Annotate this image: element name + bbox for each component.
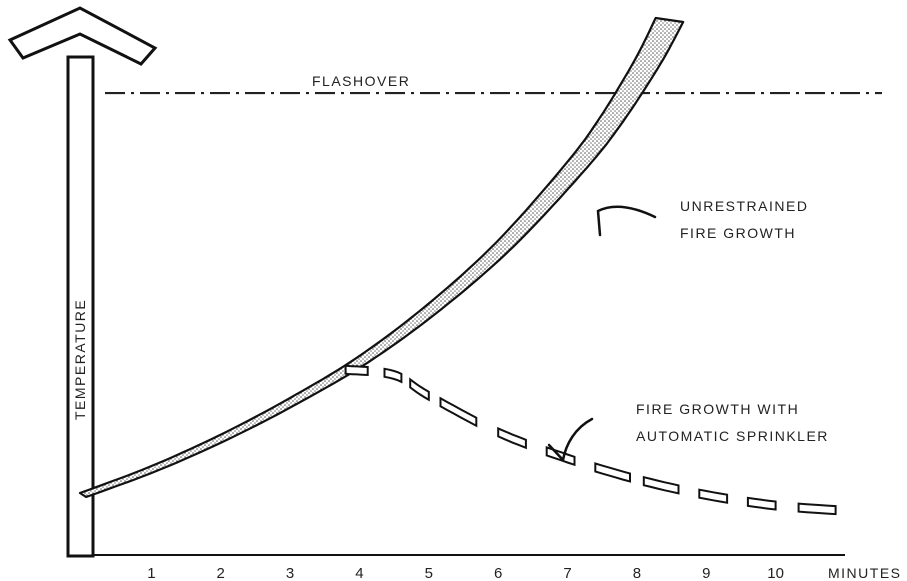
sprinkler-fire-growth-dash (439, 396, 478, 428)
sprinkler-fire-growth-dash (344, 364, 369, 377)
x-axis-label: MINUTES (828, 565, 902, 581)
x-tick-label: 5 (425, 565, 433, 581)
sprinkler-fire-growth-dash (409, 377, 430, 402)
x-tick-label: 7 (563, 565, 571, 581)
annotation-unrestrained-arrow-icon (596, 205, 657, 237)
x-tick-label: 4 (355, 565, 363, 581)
annotation-sprinkler-arrow-icon (547, 417, 594, 462)
x-tick-label: 3 (286, 565, 294, 581)
annotation-sprinkler-line-1: FIRE GROWTH WITH (636, 401, 799, 417)
flashover-label: FLASHOVER (312, 73, 410, 89)
x-tick-labels: 1 2 3 4 5 6 7 8 9 10 (147, 565, 784, 581)
y-axis-arrow-icon (7, 6, 158, 66)
sprinkler-fire-growth-dash (497, 426, 527, 450)
annotation-sprinkler-line-2: AUTOMATIC SPRINKLER (636, 428, 829, 444)
sprinkler-fire-growth-dash (797, 502, 837, 516)
unrestrained-fire-growth-band (78, 16, 685, 499)
x-tick-label: 8 (633, 565, 641, 581)
annotation-unrestrained: UNRESTRAINED FIRE GROWTH (596, 198, 808, 241)
sprinkler-fire-growth-dash (594, 462, 631, 483)
sprinkler-fire-growth-dash (698, 488, 729, 504)
y-axis: TEMPERATURE (7, 6, 158, 558)
x-tick-label: 10 (767, 565, 784, 581)
flashover-reference: FLASHOVER (105, 73, 882, 95)
x-tick-label: 9 (702, 565, 710, 581)
y-axis-bar (66, 55, 95, 558)
y-axis-label: TEMPERATURE (72, 299, 88, 420)
series-layer (78, 16, 837, 516)
x-tick-label: 6 (494, 565, 502, 581)
annotation-unrestrained-line-2: FIRE GROWTH (680, 225, 796, 241)
x-tick-label: 1 (147, 565, 155, 581)
annotation-sprinkler: FIRE GROWTH WITH AUTOMATIC SPRINKLER (547, 401, 829, 462)
x-tick-label: 2 (217, 565, 225, 581)
sprinkler-fire-growth-dash (746, 496, 777, 511)
annotation-unrestrained-line-1: UNRESTRAINED (680, 198, 808, 214)
sprinkler-fire-growth-dash (383, 367, 403, 384)
sprinkler-fire-growth-dash (642, 475, 680, 495)
